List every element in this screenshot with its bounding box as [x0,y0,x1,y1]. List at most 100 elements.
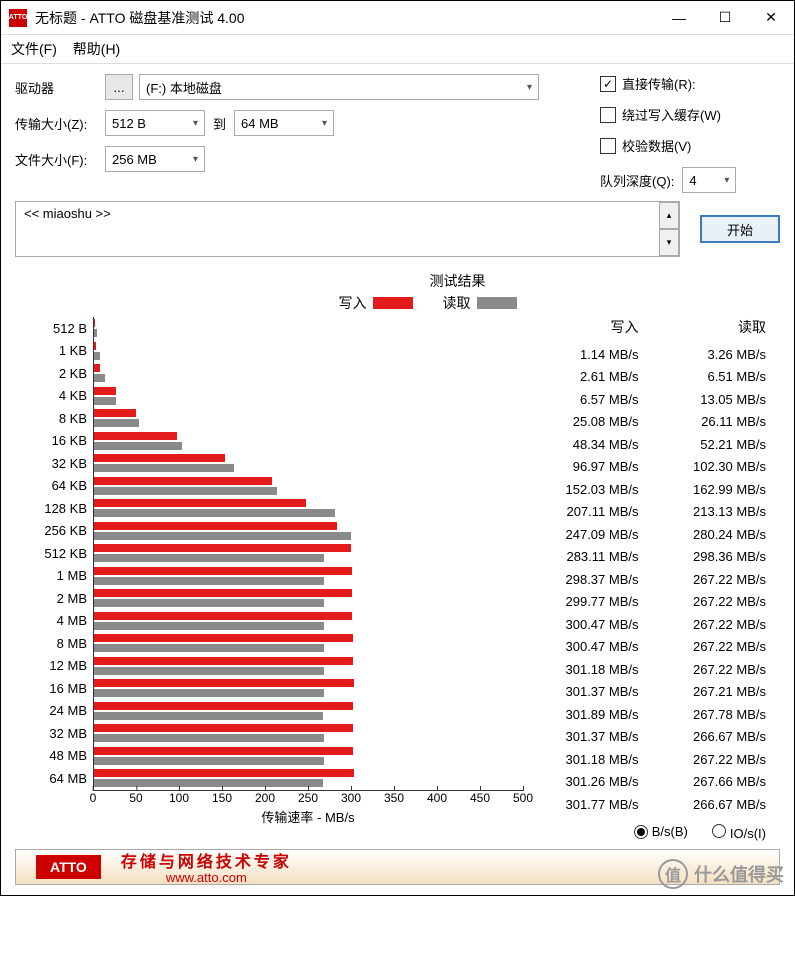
chart-row: 512 B [15,317,525,340]
value-row: 301.18 MB/s267.22 MB/s [525,658,780,681]
value-row: 1.14 MB/s3.26 MB/s [525,343,780,366]
value-row: 25.08 MB/s26.11 MB/s [525,411,780,434]
read-bar [94,329,97,337]
spin-down-button[interactable]: ▾ [659,229,679,256]
value-row: 300.47 MB/s267.22 MB/s [525,613,780,636]
read-bar [94,464,234,472]
read-bar [94,712,323,720]
app-icon: ATTO [9,9,27,27]
read-value: 26.11 MB/s [653,414,781,429]
write-bar [94,477,272,485]
radio-ios[interactable]: IO/s(I) [712,824,766,841]
row-label: 256 KB [15,523,93,538]
bypass-checkbox[interactable] [600,107,616,123]
radio-bs[interactable]: B/s(B) [634,824,688,841]
read-value: 267.22 MB/s [653,594,781,609]
menu-help[interactable]: 帮助(H) [73,41,120,57]
window-title: 无标题 - ATTO 磁盘基准测试 4.00 [35,8,656,28]
value-row: 301.18 MB/s267.22 MB/s [525,748,780,771]
minimize-button[interactable]: — [656,1,702,35]
write-bar [94,747,353,755]
row-label: 4 MB [15,613,93,628]
chart-row: 32 MB [15,722,525,745]
write-bar [94,432,177,440]
write-value: 300.47 MB/s [525,639,653,654]
spin-up-button[interactable]: ▴ [659,202,679,229]
read-bar [94,779,323,787]
chart-row: 2 MB [15,587,525,610]
read-bar [94,419,139,427]
col-read: 读取 [653,317,781,337]
filesize-combo[interactable]: 256 MB ▾ [105,146,205,172]
value-row: 152.03 MB/s162.99 MB/s [525,478,780,501]
write-value: 299.77 MB/s [525,594,653,609]
axis-tick: 50 [129,791,142,805]
verify-checkbox[interactable] [600,138,616,154]
read-value: 213.13 MB/s [653,504,781,519]
value-row: 247.09 MB/s280.24 MB/s [525,523,780,546]
verify-label: 校验数据(V) [622,136,691,155]
col-write: 写入 [525,317,653,337]
description-input[interactable]: << miaoshu >> ▴ ▾ [15,201,680,257]
atto-badge: ATTO [36,855,101,879]
row-label: 24 MB [15,703,93,718]
write-value: 1.14 MB/s [525,347,653,362]
xfer-to-combo[interactable]: 64 MB ▾ [234,110,334,136]
qd-combo[interactable]: 4 ▾ [682,167,736,193]
row-label: 8 KB [15,411,93,426]
maximize-button[interactable]: ☐ [702,1,748,35]
row-label: 64 KB [15,478,93,493]
row-label: 64 MB [15,771,93,786]
direct-checkbox[interactable]: ✓ [600,76,616,92]
read-value: 267.22 MB/s [653,639,781,654]
read-value: 298.36 MB/s [653,549,781,564]
legend-write-label: 写入 [339,293,367,313]
row-label: 16 MB [15,681,93,696]
row-label: 32 MB [15,726,93,741]
chart-row: 1 KB [15,340,525,363]
read-bar [94,509,335,517]
chart-row: 8 MB [15,632,525,655]
axis-tick: 0 [90,791,97,805]
legend-read-label: 读取 [443,293,471,313]
chart-row: 4 MB [15,610,525,633]
row-label: 512 KB [15,546,93,561]
write-value: 2.61 MB/s [525,369,653,384]
read-bar [94,397,116,405]
value-row: 301.77 MB/s266.67 MB/s [525,793,780,816]
write-value: 301.37 MB/s [525,684,653,699]
write-value: 300.47 MB/s [525,617,653,632]
read-bar [94,532,351,540]
chart-row: 128 KB [15,497,525,520]
read-bar [94,577,324,585]
axis-tick: 150 [212,791,232,805]
axis-tick: 200 [255,791,275,805]
write-bar [94,499,306,507]
drive-combo[interactable]: (F:) 本地磁盘 ▾ [139,74,539,100]
chart-row: 4 KB [15,385,525,408]
read-bar [94,689,324,697]
read-bar [94,644,324,652]
direct-label: 直接传输(R): [622,74,696,93]
value-row: 301.89 MB/s267.78 MB/s [525,703,780,726]
write-value: 298.37 MB/s [525,572,653,587]
write-bar [94,724,353,732]
write-bar [94,342,96,350]
read-bar [94,757,324,765]
chevron-down-icon: ▾ [322,118,327,129]
read-value: 267.22 MB/s [653,662,781,677]
menu-file[interactable]: 文件(F) [11,41,57,57]
value-row: 2.61 MB/s6.51 MB/s [525,366,780,389]
write-value: 207.11 MB/s [525,504,653,519]
chart-row: 32 KB [15,452,525,475]
drive-browse-button[interactable]: ... [105,74,133,100]
xfer-from-combo[interactable]: 512 B ▾ [105,110,205,136]
close-button[interactable]: ✕ [748,1,794,35]
start-button[interactable]: 开始 [700,215,780,243]
row-label: 512 B [15,321,93,336]
write-bar [94,612,352,620]
axis-tick: 250 [298,791,318,805]
read-value: 267.21 MB/s [653,684,781,699]
axis-tick: 400 [427,791,447,805]
results-title: 测试结果 [135,271,780,291]
